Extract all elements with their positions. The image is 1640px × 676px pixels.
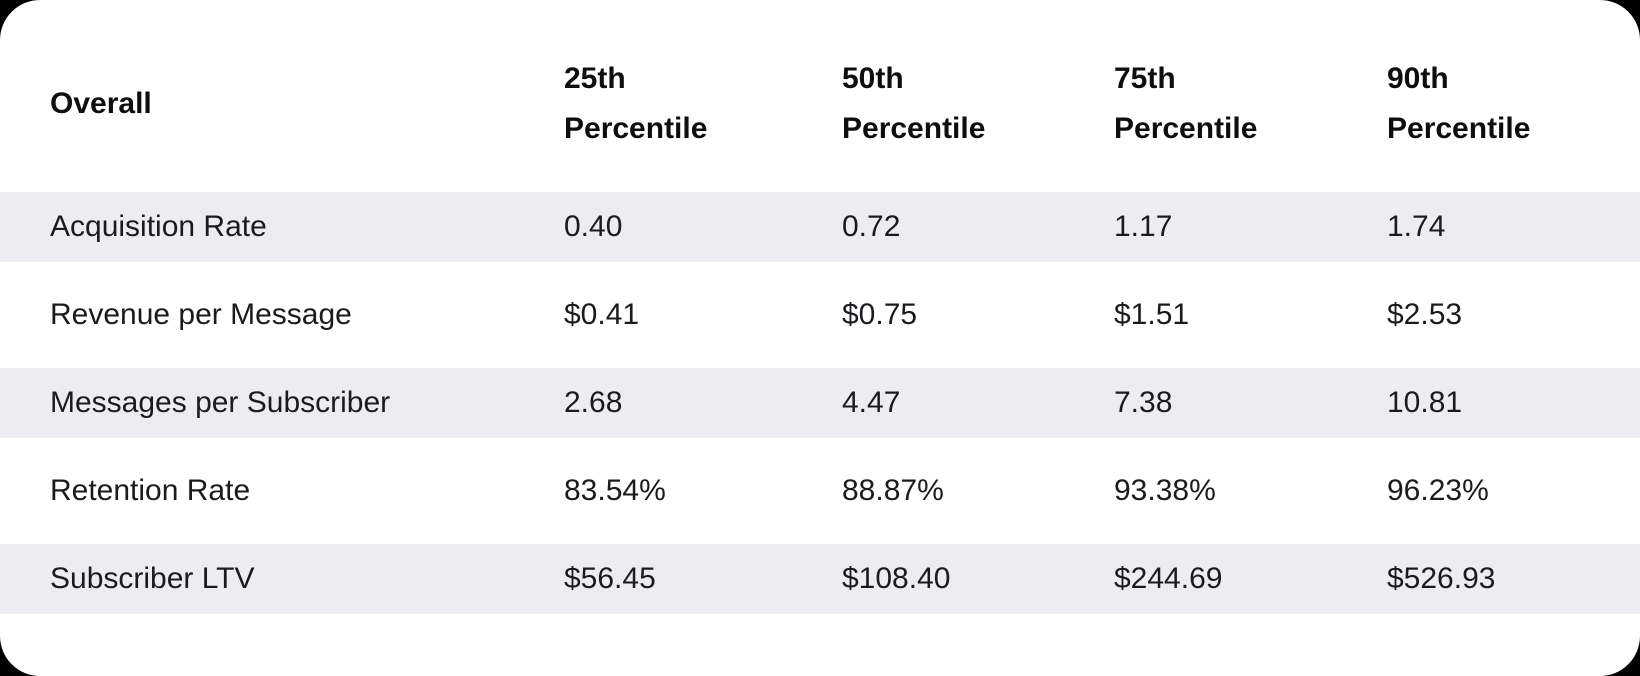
cell-value: 2.68	[564, 386, 623, 419]
column-header-25th: 25th Percentile	[564, 62, 708, 145]
cell-value: $1.51	[1114, 298, 1190, 331]
cell-value: $108.40	[842, 562, 951, 595]
row-label: Messages per Subscriber	[50, 386, 391, 419]
cell-value: 0.40	[564, 210, 623, 243]
column-header-90th: 90th Percentile	[1387, 62, 1531, 145]
row-label: Revenue per Message	[50, 298, 352, 331]
cell-value: 4.47	[842, 386, 901, 419]
cell-value: $56.45	[564, 562, 656, 595]
cell-value: 93.38%	[1114, 474, 1216, 507]
cell-value: 10.81	[1387, 386, 1463, 419]
cell-value: 7.38	[1114, 386, 1173, 419]
cell-value: $2.53	[1387, 298, 1463, 331]
row-label: Acquisition Rate	[50, 210, 267, 243]
cell-value: 1.74	[1387, 210, 1446, 243]
table-row-subscriber-ltv: Subscriber LTV $56.45 $108.40 $244.69 $5…	[0, 544, 1640, 614]
table-row-retention-rate: Retention Rate 83.54% 88.87% 93.38% 96.2…	[0, 456, 1640, 526]
cell-value: $0.41	[564, 298, 640, 331]
table-row-revenue-per-message: Revenue per Message $0.41 $0.75 $1.51 $2…	[0, 280, 1640, 350]
cell-value: 88.87%	[842, 474, 944, 507]
table-corner-label: Overall	[50, 87, 152, 120]
cell-value: 96.23%	[1387, 474, 1489, 507]
table-row-messages-per-subscriber: Messages per Subscriber 2.68 4.47 7.38 1…	[0, 368, 1640, 438]
table-row-acquisition-rate: Acquisition Rate 0.40 0.72 1.17 1.74	[0, 192, 1640, 262]
cell-value: 0.72	[842, 210, 901, 243]
table-header-row: Overall 25th Percentile 50th Percentile …	[0, 0, 1640, 192]
column-header-75th: 75th Percentile	[1114, 62, 1258, 145]
cell-value: $0.75	[842, 298, 918, 331]
column-header-50th: 50th Percentile	[842, 62, 986, 145]
cell-value: 83.54%	[564, 474, 666, 507]
row-label: Subscriber LTV	[50, 562, 255, 595]
cell-value: $244.69	[1114, 562, 1223, 595]
cell-value: $526.93	[1387, 562, 1496, 595]
row-label: Retention Rate	[50, 474, 251, 507]
cell-value: 1.17	[1114, 210, 1173, 243]
